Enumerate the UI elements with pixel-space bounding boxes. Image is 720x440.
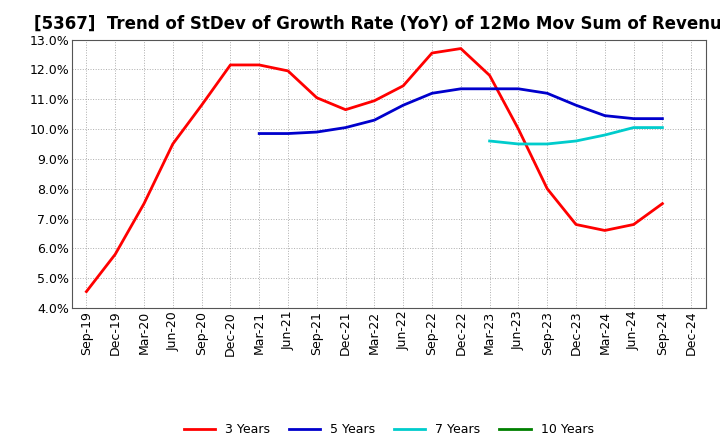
Title: [5367]  Trend of StDev of Growth Rate (YoY) of 12Mo Mov Sum of Revenues: [5367] Trend of StDev of Growth Rate (Yo… [35, 15, 720, 33]
Legend: 3 Years, 5 Years, 7 Years, 10 Years: 3 Years, 5 Years, 7 Years, 10 Years [179, 418, 598, 440]
